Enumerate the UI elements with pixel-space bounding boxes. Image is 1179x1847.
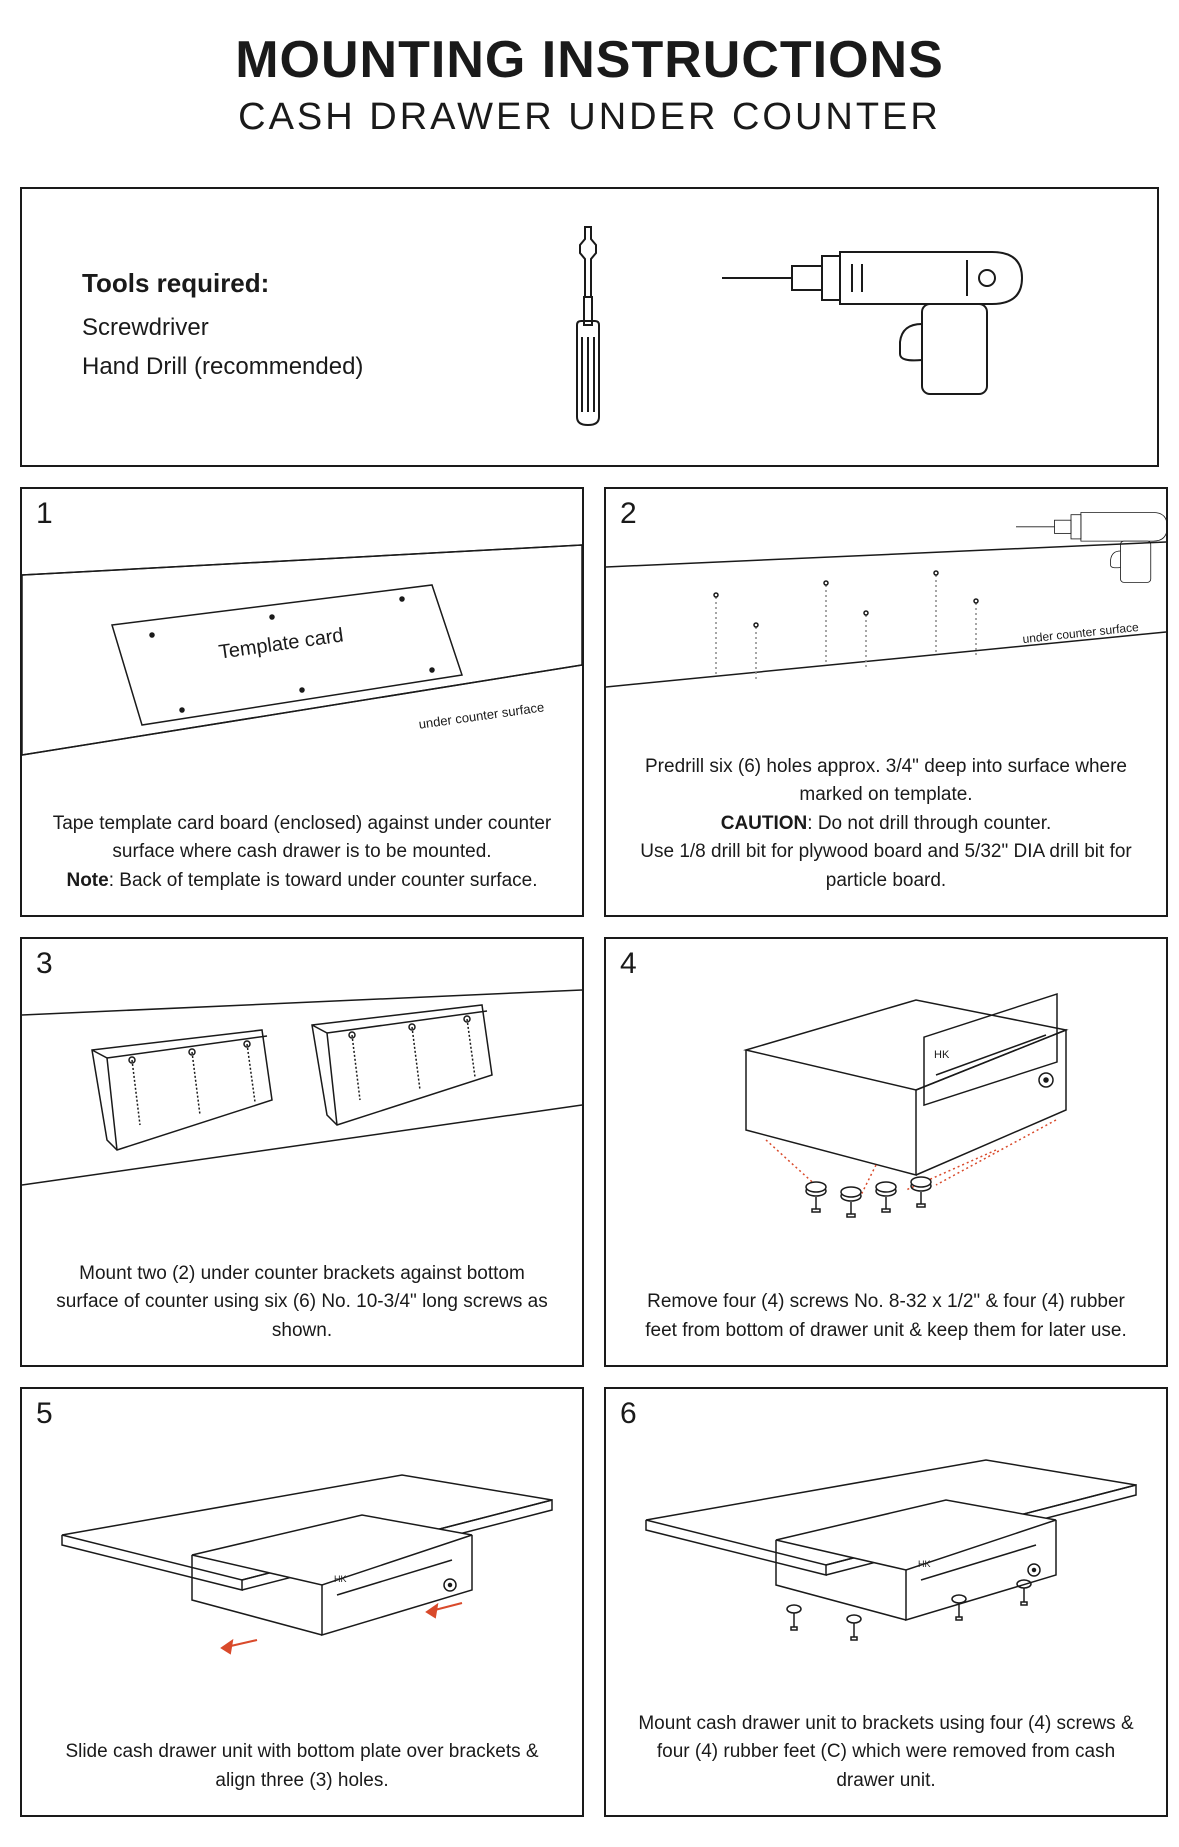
step5-illustration: HK [42,1445,562,1675]
steps-grid: 1 Template card under counter surface Ta… [20,487,1159,1817]
page-subtitle: CASH DRAWER UNDER COUNTER [20,96,1159,139]
svg-text:under counter surface: under counter surface [1022,620,1140,646]
step-1: 1 Template card under counter surface Ta… [20,487,584,917]
step-caption: Predrill six (6) holes approx. 3/4" deep… [606,745,1166,916]
svg-text:HK: HK [918,1559,931,1569]
step-caption: Tape template card board (enclosed) agai… [22,802,582,916]
step-number: 6 [620,1397,637,1431]
step-caption: Slide cash drawer unit with bottom plate… [22,1730,582,1815]
svg-text:HK: HK [334,1574,347,1584]
tools-item-0: Screwdriver [82,309,468,347]
step-caption: Remove four (4) screws No. 8-32 x 1/2" &… [606,1280,1166,1365]
step-number: 5 [36,1397,53,1431]
step-caption: Mount two (2) under counter brackets aga… [22,1252,582,1366]
step-4: 4 HK [604,937,1168,1367]
step-6: 6 HK [604,1387,1168,1817]
step-number: 3 [36,947,53,981]
step-number: 2 [620,497,637,531]
page-title: MOUNTING INSTRUCTIONS [20,30,1159,90]
step-caption: Mount cash drawer unit to brackets using… [606,1702,1166,1816]
step-5: 5 HK [20,1387,584,1817]
step6-illustration: HK [626,1430,1146,1660]
step3-illustration [42,975,562,1215]
step4-illustration: HK [626,990,1146,1230]
svg-text:under counter surface: under counter surface [418,700,545,732]
drill-icon [722,242,1042,412]
step-number: 4 [620,947,637,981]
step1-illustration: Template card under counter surface [42,525,562,765]
step-3: 3 [20,937,584,1367]
step-2: 2 [604,487,1168,917]
tools-heading: Tools required: [82,268,468,299]
tools-item-1: Hand Drill (recommended) [82,348,468,386]
svg-text:HK: HK [934,1049,950,1061]
step2-illustration: under counter surface [626,507,1146,727]
step-number: 1 [36,497,53,531]
screwdriver-icon [563,227,613,427]
tools-panel: Tools required: Screwdriver Hand Drill (… [20,187,1159,467]
